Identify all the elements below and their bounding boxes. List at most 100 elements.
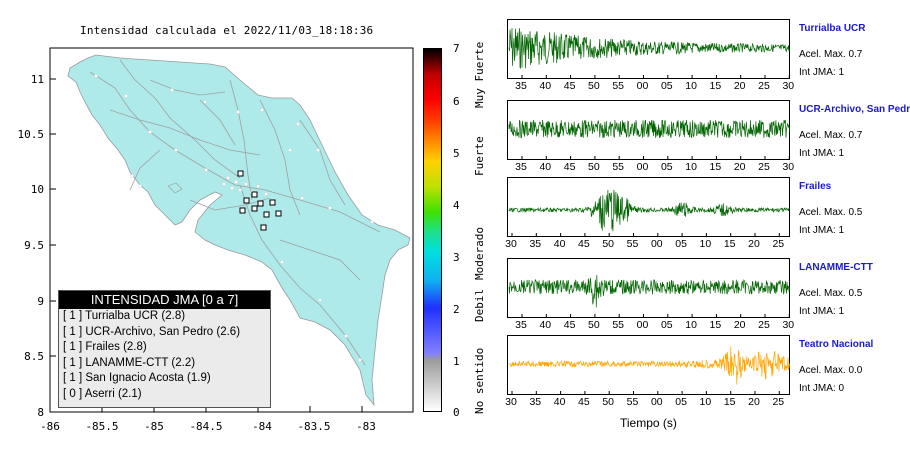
y-tick: 9.5 [24,239,44,252]
time-tick-label: 25 [758,161,770,173]
waveform-line [508,119,790,139]
station-name[interactable]: Frailes [799,181,832,192]
time-tick-label: 15 [723,396,736,408]
time-tick-label: 50 [588,80,600,92]
colorbar-tick: 4 [453,199,460,212]
time-tick-label: 50 [588,161,600,173]
time-tick-label: 10 [685,319,697,331]
time-tick-label: 15 [709,80,722,92]
time-tick-label: 30 [505,396,517,408]
time-tick-label: 10 [685,161,697,173]
colorbar-label: Muy Fuerte [473,41,486,108]
seismogram-trace[interactable] [507,335,790,395]
legend-item: [ 0 ] Aserri (2.1) [63,387,142,400]
time-tick-label: 05 [675,396,687,408]
time-tick-label: 35 [515,80,527,92]
x-tick: -83 [356,420,376,433]
y-tick: 9 [37,295,44,308]
time-tick-label: 20 [733,161,746,173]
y-tick: 8 [37,406,44,419]
legend-item: [ 1 ] Turrialba UCR (2.8) [63,310,186,322]
intensity-legend: INTENSIDAD JMA [0 a 7] [ 1 ] Turrialba U… [58,290,271,408]
time-tick-label: 10 [685,80,697,92]
time-tick-label: 45 [578,238,590,250]
time-tick-label: 00 [636,161,649,173]
time-tick-label: 15 [723,238,736,250]
station-accel: Acel. Max. 0.7 [799,49,863,60]
time-tick-label: 35 [529,396,542,408]
time-tick-label: 05 [675,238,687,250]
time-tick-label: 25 [758,319,770,331]
time-tick-label: 00 [636,319,649,331]
time-tick-label: 35 [515,319,527,331]
x-tick: -83.5 [297,420,330,433]
time-tick-label: 10 [699,396,712,408]
x-tick: -84.5 [189,420,222,433]
time-tick-label: 30 [782,319,795,331]
time-tick-label: 55 [612,80,625,92]
time-tick-label: 05 [660,80,673,92]
station-intensity: Int JMA: 1 [799,306,845,317]
time-tick-label: 45 [578,396,590,408]
station-name[interactable]: Turrialba UCR [799,23,866,34]
station-accel: Acel. Max. 0.5 [799,207,863,218]
colorbar-tick: 7 [453,42,460,55]
time-tick-label: 55 [612,161,625,173]
time-tick-label: 45 [563,319,576,331]
waveform [508,346,790,395]
station-name[interactable]: UCR-Archivo, San Pedro [799,104,910,115]
legend-item: [ 1 ] Frailes (2.8) [63,341,147,354]
y-tick: 10.5 [18,128,45,141]
waveform [508,189,790,237]
legend-item: [ 1 ] San Ignacio Acosta (1.9) [63,372,211,385]
station-name[interactable]: LANAMME-CTT [799,262,873,273]
waveform-line [508,346,790,385]
station-intensity: Int JMA: 1 [799,67,845,78]
time-tick-label: 40 [553,396,566,408]
waveform [508,275,790,318]
time-tick-label: 20 [733,80,746,92]
time-tick-label: 15 [709,161,722,173]
legend-title: INTENSIDAD JMA [0 a 7] [59,291,270,309]
intensity-colorbar [423,48,442,412]
time-tick-label: 35 [515,161,527,173]
colorbar-label: Fuerte [473,136,486,176]
time-tick-label: 45 [563,161,576,173]
time-tick-label: 25 [758,80,770,92]
time-tick-label: 40 [539,161,552,173]
x-tick: -84 [252,420,272,433]
time-axis-label: Tiempo (s) [620,416,677,430]
time-tick-label: 20 [733,319,746,331]
time-tick-label: 15 [709,319,722,331]
station-name[interactable]: Teatro Nacional [799,339,874,350]
time-tick-label: 30 [782,80,795,92]
seismogram-trace[interactable] [507,100,790,160]
station-accel: Acel. Max. 0.0 [799,365,863,376]
x-tick: -85.5 [85,420,118,433]
colorbar-label: Moderado [473,227,486,280]
time-tick-label: 20 [748,238,760,250]
colorbar-tick: 0 [453,406,460,419]
map-title: Intensidad calculada el 2022/11/03_18:18… [80,24,374,37]
seismogram-trace[interactable] [507,19,790,79]
time-tick-label: 05 [660,319,673,331]
time-tick-label: 25 [772,238,785,250]
seismogram-trace[interactable] [507,258,790,318]
time-tick-label: 40 [539,319,552,331]
costa-rica-land [67,54,411,407]
waveform [508,27,790,79]
time-tick-label: 55 [612,319,625,331]
time-tick-label: 25 [772,396,785,408]
roads [89,59,381,366]
x-tick: -86 [40,420,60,433]
y-tick: 8.5 [24,350,44,363]
y-tick: 11 [31,73,44,86]
time-tick-label: 00 [650,238,663,250]
time-tick-label: 45 [563,80,576,92]
seismogram-trace[interactable] [507,177,790,237]
time-tick-label: 50 [602,238,615,250]
station-intensity: Int JMA: 1 [799,148,845,159]
time-tick-label: 00 [636,80,649,92]
time-tick-label: 20 [748,396,760,408]
time-tick-label: 00 [650,396,663,408]
